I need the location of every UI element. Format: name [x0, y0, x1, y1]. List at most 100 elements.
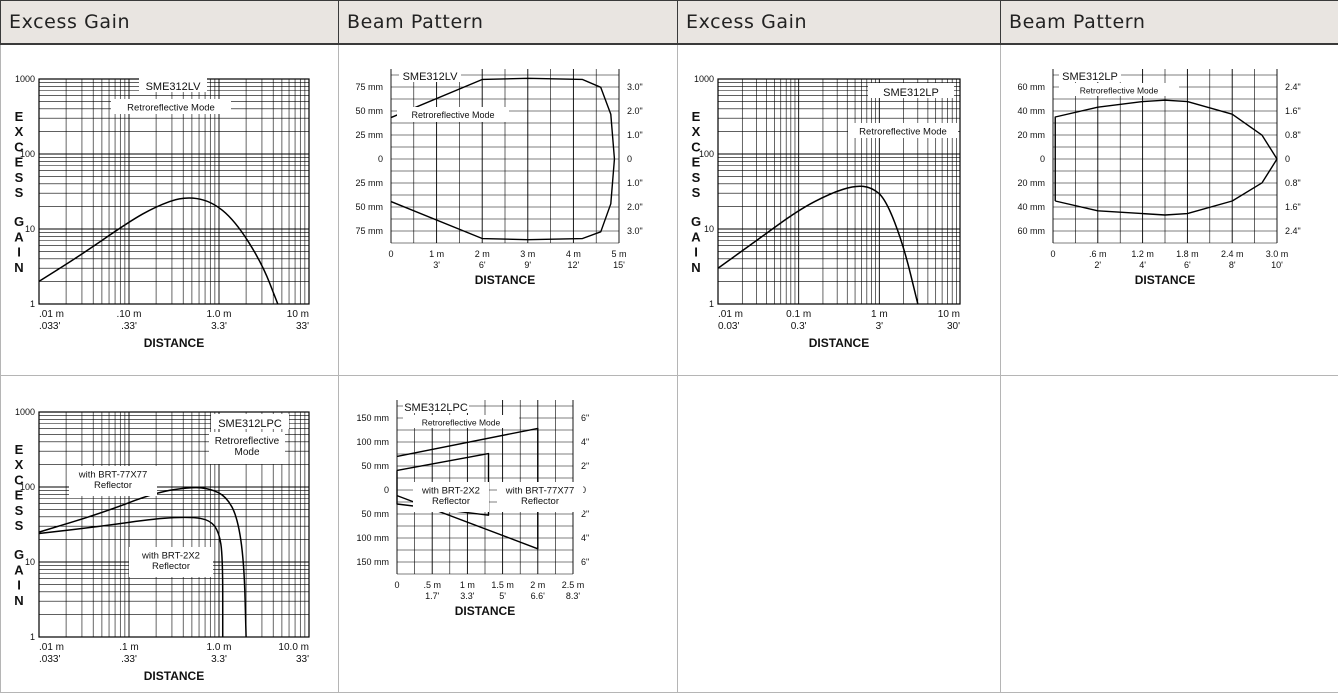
y-axis-letter: E — [15, 155, 24, 170]
x-tick-label: 0 — [388, 249, 393, 259]
note-label: with BRT-77X77 — [78, 470, 147, 481]
y-axis-letter: I — [17, 245, 21, 260]
mode-label: Retroreflective Mode — [1080, 86, 1159, 96]
y-tick-right: 0 — [627, 154, 632, 164]
note-label: with BRT-77X77 — [505, 486, 574, 497]
y-tick-right: 0.8" — [1285, 130, 1301, 140]
x-tick-label-ft: .33' — [121, 654, 137, 665]
y-axis-letter: I — [17, 578, 21, 593]
x-tick-label-ft: 6' — [1184, 260, 1191, 270]
note-label-box — [129, 547, 213, 577]
x-tick-label-ft: 12' — [568, 260, 580, 270]
x-tick-label: 0 — [394, 580, 399, 590]
x-tick-label: 10.0 m — [278, 642, 309, 653]
y-tick-right: 0 — [581, 485, 586, 495]
x-tick-label-ft: 2' — [1094, 260, 1101, 270]
y-tick-label: 100 — [20, 482, 35, 492]
cell-eg2: 1000 100 10 1 .01 m 0.03' 0.1 m 0.3' 1 m 3' 10 m 30… — [677, 43, 1001, 376]
header-excess-gain-1: Excess Gain — [0, 0, 339, 45]
y-axis-letter: A — [14, 229, 24, 244]
x-tick-label-ft: .033' — [39, 321, 60, 332]
y-axis-letter: C — [691, 139, 701, 154]
y-axis-letter: X — [692, 124, 701, 139]
y-tick-right: 2" — [581, 461, 589, 471]
x-axis-title: DISTANCE — [144, 669, 204, 683]
series-line-0 — [38, 197, 279, 305]
x-tick-label: 2 m — [530, 580, 545, 590]
y-tick-right: 6" — [581, 557, 589, 567]
cell-empty-1 — [677, 375, 1001, 693]
note-label: with BRT-2X2 — [141, 551, 200, 562]
x-tick-label: .6 m — [1089, 249, 1107, 259]
y-axis-letter: S — [692, 185, 701, 200]
x-tick-label-ft: 33' — [296, 321, 309, 332]
x-tick-label-ft: 1.7' — [425, 591, 440, 601]
note-label-box — [413, 482, 489, 512]
y-tick-left: 40 mm — [1017, 106, 1045, 116]
mode-label: Retroreflective Mode — [422, 418, 501, 428]
x-tick-label: 2.5 m — [562, 580, 585, 590]
x-tick-label: 0.1 m — [786, 309, 811, 320]
grid — [38, 78, 310, 305]
cell-bp3: 150 mm 6" 100 mm 4" 50 mm 2" 0 0 50 mm 2" 100 mm 4"… — [338, 375, 678, 693]
x-tick-label: 1.0 m — [206, 642, 231, 653]
cell-bp1: 75 mm 3.0" 50 mm 2.0" 25 mm 1.0" 0 0 25 mm 1.0" 50… — [338, 43, 678, 376]
y-tick-left: 75 mm — [355, 226, 383, 236]
x-tick-label: .1 m — [119, 642, 138, 653]
y-tick-label: 1000 — [15, 407, 35, 417]
y-tick-label: 100 — [699, 149, 714, 159]
y-tick-right: 2.0" — [627, 106, 643, 116]
y-tick-label: 1 — [30, 299, 35, 309]
x-tick-label-ft: 4' — [1139, 260, 1146, 270]
x-tick-label: 1 m — [460, 580, 475, 590]
y-axis-letter: E — [15, 442, 24, 457]
x-tick-label: 1.5 m — [491, 580, 514, 590]
y-axis-letter: X — [15, 457, 24, 472]
y-axis-letter: A — [14, 562, 24, 577]
y-tick-label: 10 — [25, 224, 35, 234]
y-axis-letter: G — [14, 547, 24, 562]
y-axis-letter: C — [14, 139, 24, 154]
x-tick-label-ft: 15' — [613, 260, 625, 270]
y-axis-letter: S — [15, 170, 24, 185]
x-axis-title: DISTANCE — [455, 604, 515, 618]
y-tick-right: 2" — [581, 509, 589, 519]
y-tick-right: 2.0" — [627, 202, 643, 212]
x-tick-label: .01 m — [718, 309, 743, 320]
y-tick-left: 50 mm — [355, 202, 383, 212]
y-tick-left: 50 mm — [361, 461, 389, 471]
x-tick-label-ft: 3.3' — [460, 591, 475, 601]
x-tick-label: 1.2 m — [1131, 249, 1154, 259]
grid — [390, 69, 620, 244]
y-axis-letter: S — [692, 170, 701, 185]
y-axis-letter: G — [691, 214, 701, 229]
x-tick-label: 10 m — [287, 309, 309, 320]
x-tick-label: 2 m — [475, 249, 490, 259]
y-tick-right: 0.8" — [1285, 178, 1301, 188]
model-label-box — [1059, 67, 1121, 82]
x-tick-label: 1.0 m — [206, 309, 231, 320]
y-axis-letter: E — [692, 109, 701, 124]
y-axis-letter: N — [14, 260, 23, 275]
x-tick-label-ft: 30' — [947, 321, 960, 332]
x-tick-label-ft: 3.3' — [211, 654, 227, 665]
y-tick-left: 50 mm — [355, 106, 383, 116]
note-label-box — [69, 466, 157, 496]
x-tick-label-ft: 9' — [524, 260, 531, 270]
y-tick-right: 2.4" — [1285, 82, 1301, 92]
y-tick-label: 100 — [20, 149, 35, 159]
model-label: SME312LP — [1062, 71, 1118, 83]
y-tick-right: 4" — [581, 437, 589, 447]
model-label-box — [868, 83, 954, 98]
x-tick-label: 1 m — [429, 249, 444, 259]
y-tick-right: 1.0" — [627, 178, 643, 188]
x-tick-label-ft: 6' — [479, 260, 486, 270]
mode-label: Retroreflective — [215, 436, 280, 447]
y-tick-left: 50 mm — [361, 509, 389, 519]
y-tick-right: 0 — [1285, 154, 1290, 164]
y-tick-left: 150 mm — [356, 413, 389, 423]
x-tick-label-ft: 0.3' — [791, 321, 807, 332]
model-label-box — [403, 398, 469, 413]
x-tick-label: 0 — [1050, 249, 1055, 259]
y-tick-left: 100 mm — [356, 437, 389, 447]
